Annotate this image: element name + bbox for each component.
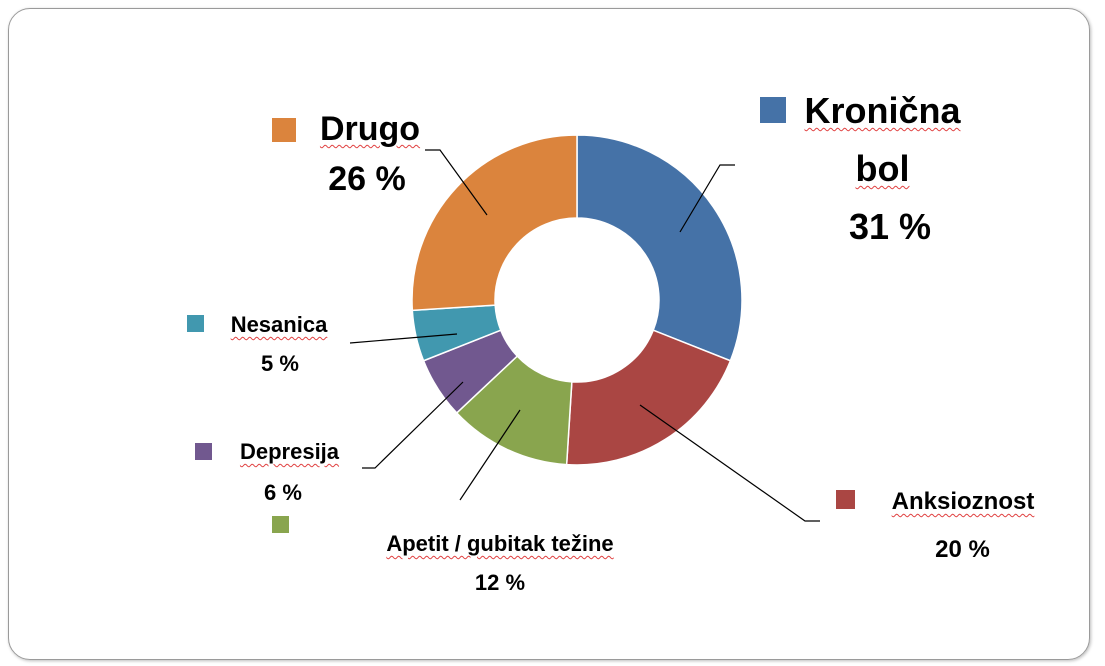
category-label: Apetit / gubitak težine xyxy=(386,531,614,556)
donut-slice xyxy=(565,329,732,466)
legend-swatch xyxy=(272,118,296,142)
category-label: Nesanica xyxy=(230,312,328,337)
category-label: Kronična bol xyxy=(804,90,961,189)
category-label: Drugo xyxy=(319,110,421,148)
leader-line xyxy=(459,409,521,501)
value-label: 12 % xyxy=(474,570,526,595)
value-label: 6 % xyxy=(264,480,302,505)
leader-line xyxy=(425,149,488,216)
leader-line xyxy=(362,381,464,469)
category-label: Depresija xyxy=(239,439,340,464)
legend-swatch xyxy=(760,97,786,123)
value-label: 26 % xyxy=(328,160,406,198)
legend-swatch xyxy=(272,516,289,533)
slide-frame xyxy=(8,8,1090,660)
legend-swatch xyxy=(836,490,855,509)
value-label: 5 % xyxy=(261,351,299,376)
value-label: 20 % xyxy=(935,536,990,563)
legend-swatch xyxy=(195,443,212,460)
leader-line xyxy=(349,333,458,344)
leader-line xyxy=(679,164,735,233)
donut-slice xyxy=(576,134,743,362)
donut-slice xyxy=(411,134,578,312)
value-label: 31 % xyxy=(848,206,932,247)
category-label: Anksioznost xyxy=(891,488,1035,515)
leader-line xyxy=(639,404,820,522)
legend-swatch xyxy=(187,315,204,332)
